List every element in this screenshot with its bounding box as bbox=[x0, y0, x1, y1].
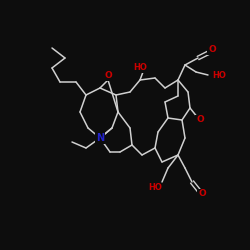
Text: N: N bbox=[96, 133, 104, 143]
Text: HO: HO bbox=[212, 70, 226, 80]
Text: O: O bbox=[196, 116, 204, 124]
Text: O: O bbox=[198, 190, 206, 198]
Text: O: O bbox=[208, 46, 216, 54]
Text: HO: HO bbox=[133, 64, 147, 72]
Text: O: O bbox=[104, 72, 112, 80]
Text: HO: HO bbox=[148, 184, 162, 192]
